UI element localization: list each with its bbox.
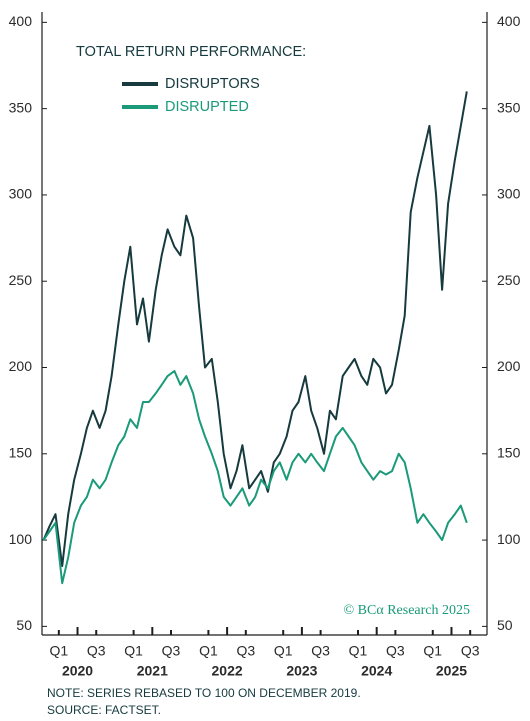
x-tick-label: Q1 — [124, 643, 143, 659]
y-tick-label: 350 — [9, 99, 33, 115]
watermark: © BCα Research 2025 — [344, 603, 470, 618]
y2-tick-label: 300 — [497, 186, 521, 202]
y-tick-label: 250 — [9, 272, 33, 288]
x-year-label: 2021 — [137, 663, 168, 679]
x-tick-label: Q1 — [349, 643, 368, 659]
x-tick-label: Q3 — [461, 643, 480, 659]
y2-tick-label: 250 — [497, 272, 521, 288]
x-tick-label: Q3 — [87, 643, 106, 659]
x-tick-label: Q1 — [49, 643, 68, 659]
y2-tick-label: 50 — [497, 617, 513, 633]
note: NOTE: SERIES REBASED TO 100 ON DECEMBER … — [47, 686, 361, 700]
y-tick-label: 300 — [9, 186, 33, 202]
legend-label: DISRUPTORS — [165, 76, 260, 92]
x-tick-label: Q3 — [236, 643, 255, 659]
x-year-label: 2022 — [212, 663, 243, 679]
y-tick-label: 400 — [9, 13, 33, 29]
x-year-label: 2025 — [436, 663, 467, 679]
y2-tick-label: 150 — [497, 444, 521, 460]
y2-tick-label: 350 — [497, 99, 521, 115]
y2-tick-label: 200 — [497, 358, 521, 374]
x-tick-label: Q3 — [311, 643, 330, 659]
x-tick-label: Q3 — [386, 643, 405, 659]
note: SOURCE: FACTSET. — [47, 703, 161, 717]
y-tick-label: 50 — [16, 617, 32, 633]
y2-tick-label: 400 — [497, 13, 521, 29]
x-tick-label: Q3 — [162, 643, 181, 659]
series-line — [42, 91, 468, 567]
x-tick-label: Q1 — [423, 643, 442, 659]
x-tick-label: Q1 — [274, 643, 293, 659]
x-year-label: 2020 — [62, 663, 93, 679]
legend-label: DISRUPTED — [165, 99, 249, 115]
y-tick-label: 200 — [9, 358, 33, 374]
y-tick-label: 100 — [9, 531, 33, 547]
series-line — [42, 370, 468, 585]
y2-tick-label: 100 — [497, 531, 521, 547]
x-year-label: 2024 — [361, 663, 392, 679]
x-tick-label: Q1 — [199, 643, 218, 659]
chart-title: TOTAL RETURN PERFORMANCE: — [76, 44, 306, 60]
x-year-label: 2023 — [286, 663, 317, 679]
y-tick-label: 150 — [9, 444, 33, 460]
